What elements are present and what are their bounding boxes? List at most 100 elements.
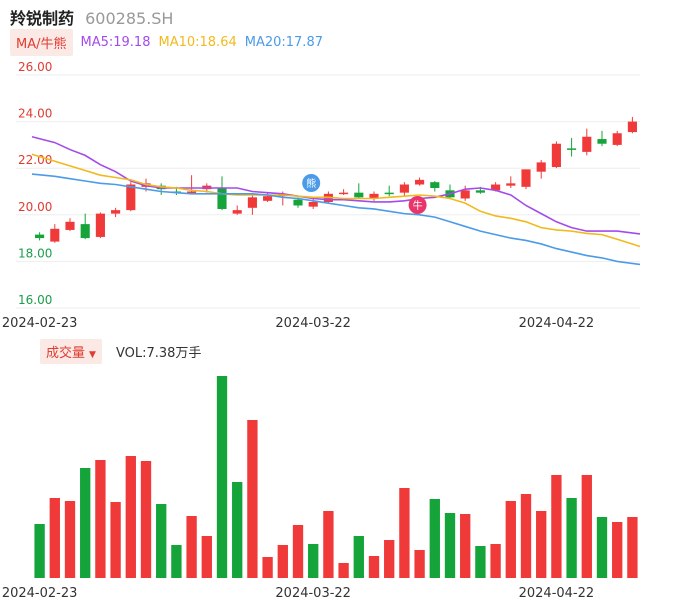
price-axis: 26.00 24.00 22.00 20.00 18.00 16.00	[18, 60, 52, 307]
candle-body	[232, 210, 242, 214]
volume-bar[interactable]	[612, 522, 623, 578]
candle[interactable]	[627, 116, 637, 134]
price-tick-label: 22.00	[18, 153, 52, 167]
volume-indicator-selector[interactable]: 成交量 ▼	[40, 338, 102, 364]
candle[interactable]	[612, 130, 622, 147]
price-date-label: 2024-04-22	[519, 316, 595, 331]
volume-bar[interactable]	[216, 376, 228, 578]
candle-body	[50, 228, 60, 242]
volume-date-axis: 2024-02-23 2024-03-22 2024-04-22	[2, 586, 594, 601]
volume-bar[interactable]	[520, 494, 532, 578]
candle-body	[263, 196, 273, 201]
volume-bar[interactable]	[201, 536, 212, 578]
candle-body	[430, 182, 440, 189]
candle[interactable]	[551, 141, 561, 169]
volume-bar[interactable]	[596, 517, 608, 578]
marker-badge	[408, 196, 427, 214]
volume-bar[interactable]	[505, 501, 516, 578]
candle-body	[551, 143, 561, 168]
volume-bar[interactable]	[429, 499, 440, 578]
volume-bar[interactable]	[292, 525, 304, 578]
volume-bar[interactable]	[95, 460, 106, 578]
volume-bar[interactable]	[444, 513, 456, 578]
volume-bar[interactable]	[566, 498, 577, 578]
candle[interactable]	[35, 232, 45, 241]
bull-marker[interactable]: 牛	[408, 196, 427, 214]
candle[interactable]	[95, 212, 105, 239]
volume-bar[interactable]	[551, 475, 562, 578]
volume-bar[interactable]	[490, 544, 501, 578]
candle-body	[35, 234, 45, 239]
volume-bar[interactable]	[171, 545, 182, 578]
candle-body	[460, 190, 470, 199]
volume-bar[interactable]	[232, 482, 243, 578]
volume-bar[interactable]	[262, 557, 273, 578]
bear-marker[interactable]: 熊	[302, 174, 321, 192]
volume-bar[interactable]	[308, 544, 319, 578]
volume-bar[interactable]	[338, 563, 349, 578]
volume-bar[interactable]	[125, 456, 136, 578]
price-date-label: 2024-02-23	[2, 316, 78, 331]
candle-body	[567, 148, 577, 150]
volume-bar[interactable]	[64, 501, 76, 578]
volume-bar[interactable]	[368, 556, 380, 578]
candle[interactable]	[50, 224, 60, 243]
candle-body	[521, 169, 531, 187]
volume-bar[interactable]	[323, 511, 334, 578]
volume-bar[interactable]	[277, 545, 288, 578]
price-tick-label: 26.00	[18, 60, 52, 74]
moving-average-lines	[31, 135, 641, 266]
candle[interactable]	[111, 207, 121, 218]
candle[interactable]	[521, 169, 531, 190]
candle[interactable]	[597, 130, 607, 147]
candle[interactable]	[430, 181, 440, 192]
volume-bar[interactable]	[140, 461, 152, 578]
candle-body	[126, 184, 136, 211]
candle[interactable]	[445, 184, 455, 199]
candle-body	[65, 221, 75, 230]
candle-body	[308, 201, 318, 207]
volume-bar[interactable]	[384, 540, 395, 578]
caret-down-icon: ▼	[89, 349, 96, 360]
candle[interactable]	[415, 177, 425, 186]
candle[interactable]	[65, 218, 75, 232]
volume-value: VOL:7.38万手	[115, 345, 202, 361]
volume-bar[interactable]	[627, 517, 638, 578]
candle[interactable]	[339, 189, 349, 195]
candle[interactable]	[369, 191, 379, 201]
candle-body	[506, 183, 516, 186]
volume-bar[interactable]	[110, 502, 121, 578]
price-date-axis: 2024-02-23 2024-03-22 2024-04-22	[2, 316, 594, 331]
ma-type-selector[interactable]: MA/牛熊	[10, 28, 73, 56]
volume-date-label: 2024-02-23	[2, 586, 78, 601]
candle[interactable]	[232, 205, 242, 215]
candle[interactable]	[156, 183, 166, 195]
candle-body	[217, 188, 227, 209]
candle[interactable]	[567, 137, 577, 157]
volume-bar[interactable]	[414, 550, 425, 578]
volume-bar[interactable]	[156, 504, 167, 578]
volume-bar[interactable]	[186, 516, 197, 578]
volume-bar[interactable]	[34, 524, 45, 578]
candle[interactable]	[384, 185, 394, 197]
volume-bar[interactable]	[475, 546, 486, 578]
volume-bar[interactable]	[247, 420, 258, 578]
volume-bar[interactable]	[80, 468, 91, 578]
volume-bar[interactable]	[536, 511, 547, 578]
volume-bar[interactable]	[399, 488, 410, 578]
candle[interactable]	[80, 213, 90, 240]
candle[interactable]	[582, 128, 592, 156]
volume-bar[interactable]	[353, 536, 364, 578]
candle[interactable]	[354, 183, 364, 199]
volume-bar[interactable]	[49, 498, 60, 578]
candle[interactable]	[460, 185, 470, 201]
candle[interactable]	[506, 176, 516, 189]
candle-body	[612, 133, 622, 145]
candle[interactable]	[399, 182, 409, 197]
candle[interactable]	[536, 160, 546, 179]
volume-bar[interactable]	[460, 514, 471, 578]
candle[interactable]	[247, 194, 257, 215]
volume-bar[interactable]	[581, 475, 592, 578]
candle-body	[80, 224, 90, 239]
